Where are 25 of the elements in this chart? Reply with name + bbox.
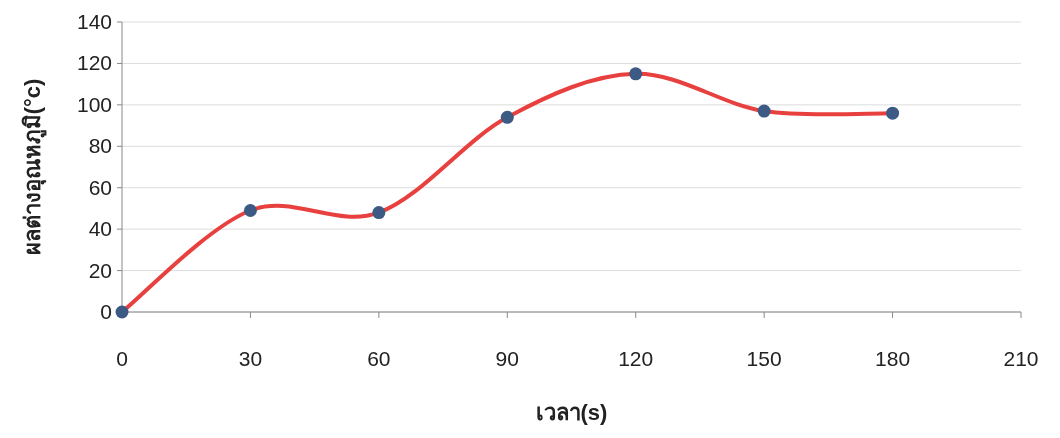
x-tick-label: 90	[495, 347, 519, 370]
y-tick-label: 140	[76, 10, 112, 33]
point	[629, 67, 643, 81]
x-tick-label: 180	[875, 347, 911, 370]
y-tick-label: 40	[88, 217, 112, 241]
y-tick-label: 120	[76, 51, 112, 75]
x-axis-title: เวลา(s)	[535, 400, 608, 425]
y-tick-label: 20	[88, 258, 112, 282]
point	[757, 104, 771, 118]
x-tick-label: 60	[367, 347, 391, 370]
y-tick-label: 80	[88, 134, 112, 158]
point	[500, 110, 514, 124]
y-tick-label: 100	[76, 92, 112, 116]
x-tick-label: 0	[116, 347, 128, 370]
x-tick-label: 120	[618, 347, 654, 370]
point	[372, 206, 386, 220]
x-tick-label: 210	[1003, 347, 1039, 370]
x-tick-label: 30	[238, 347, 263, 370]
y-axis-title: ผลต่างอุณหภูมิ(°c)	[20, 78, 47, 256]
y-tick-label: 0	[100, 300, 112, 323]
x-tick-label: 150	[746, 347, 782, 370]
point	[115, 305, 129, 319]
y-tick-label: 60	[88, 175, 112, 199]
point	[243, 204, 257, 217]
point	[886, 106, 900, 120]
